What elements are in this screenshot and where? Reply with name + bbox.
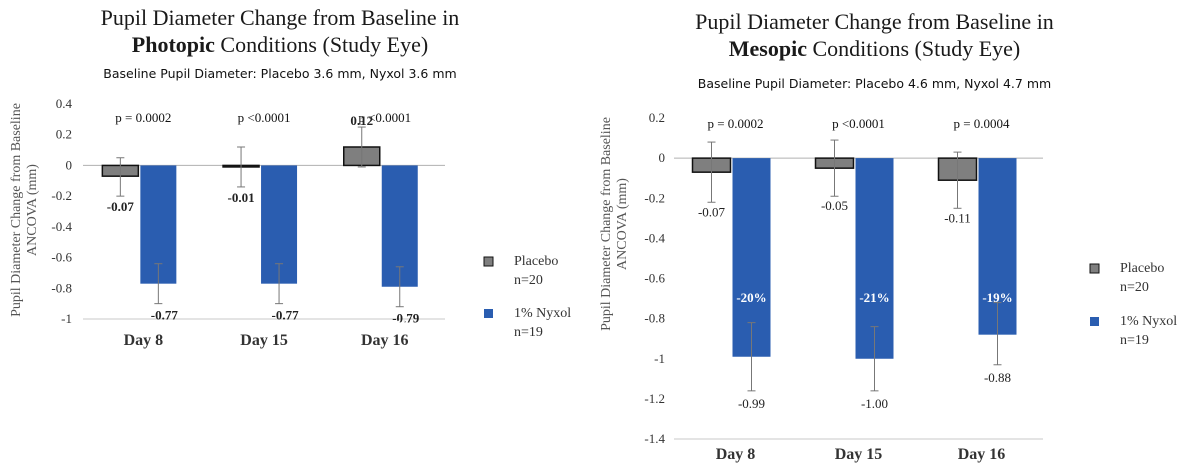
placebo-value-label: 0.12 [350,113,373,128]
p-value-label: p <0.0001 [358,110,411,125]
chart-title-line1: Pupil Diameter Change from Baseline in [695,9,1054,34]
chart-subtitle: Baseline Pupil Diameter: Placebo 4.6 mm,… [697,76,1052,91]
placebo-value-label: -0.07 [698,204,726,219]
x-category-label: Day 16 [361,332,409,349]
y-axis-label: ANCOVA (mm) [615,178,630,270]
p-value-label: p = 0.0002 [707,116,763,131]
nyxol-value-label: -0.79 [392,311,420,326]
percent-change-label: -20% [143,317,173,332]
legend-sample-size: n=20 [1120,280,1149,295]
placebo-value-label: -0.11 [944,210,971,225]
percent-change-label: -20% [264,317,294,332]
legend-swatch-placebo [483,256,494,267]
placebo-value-label: -0.01 [228,190,255,205]
percent-change-label: -20% [736,290,766,305]
chart-title-line2: Photopic Conditions (Study Eye) [0,31,560,58]
chart-title-condition: Mesopic [728,36,807,61]
y-tick-label: 0 [66,157,73,172]
y-tick-label: -0.8 [644,311,665,326]
chart-title-rest: Conditions (Study Eye) [806,36,1021,61]
percent-change-label: -21% [859,290,889,305]
nyxol-value-label: -0.77 [151,308,179,323]
placebo-value-label: -0.05 [821,198,848,213]
p-value-label: p <0.0001 [832,116,885,131]
y-tick-label: -1.2 [644,391,665,406]
x-category-label: Day 15 [835,446,883,463]
legend-label-placebo: Placebo [1120,261,1164,276]
x-category-label: Day 8 [716,446,756,463]
y-tick-label: -1 [61,311,72,326]
legend-sample-size: n=19 [1120,333,1149,348]
p-value-label: p = 0.0002 [115,110,171,125]
nyxol-value-label: -1.00 [861,396,888,411]
y-tick-label: -0.6 [51,250,72,265]
mesopic-chart-panel: Pupil Diameter Change from Baseline in M… [597,0,1194,474]
mesopic-chart-svg: 0.2 0 -0.2 -0.4 -0.6 -0.8 -1 -1.2 -1.4 Pupil Diam… [599,110,1177,463]
y-tick-label: -0.2 [644,190,665,205]
chart-title-line1: Pupil Diameter Change from Baseline in [100,5,460,30]
y-tick-label: -0.4 [644,230,665,245]
chart-title-rest: Conditions (Study Eye) [214,32,429,57]
legend-sample-size: n=19 [514,325,543,340]
p-value-label: p <0.0001 [238,110,291,125]
nyxol-value-label: -0.77 [272,308,300,323]
y-tick-label: 0.2 [56,127,72,142]
y-tick-label: -0.8 [51,280,72,295]
y-tick-label: -0.6 [644,271,665,286]
y-tick-label: 0.2 [649,110,665,125]
nyxol-bar [855,158,894,359]
y-tick-label: -0.2 [51,188,72,203]
chart-title-line2: Mesopic Conditions (Study Eye) [597,35,1152,62]
photopic-chart-svg: 0.4 0.2 0 -0.2 -0.4 -0.6 -0.8 -1 Pupil Diameter … [9,96,571,349]
nyxol-value-label: -0.99 [738,396,765,411]
y-tick-label: -1 [654,351,665,366]
legend-label-nyxol: 1% Nyxol [514,306,571,321]
percent-change-label: -19% [982,290,1012,305]
percent-change-label: -21% [385,317,415,332]
legend-label-placebo: Placebo [514,254,558,269]
nyxol-value-label: -0.88 [984,370,1011,385]
chart-title-condition: Photopic [131,32,215,57]
y-tick-label: -0.4 [51,219,72,234]
chart-subtitle: Baseline Pupil Diameter: Placebo 3.6 mm,… [103,66,457,81]
legend-swatch-nyxol [1090,317,1099,326]
placebo-value-label: -0.07 [107,199,135,214]
y-axis-label: Pupil Diameter Change from Baseline [9,103,24,317]
legend-sample-size: n=20 [514,273,543,288]
legend-label-nyxol: 1% Nyxol [1120,314,1177,329]
y-axis-label: ANCOVA (mm) [25,164,40,256]
chart-title: Pupil Diameter Change from Baseline in P… [0,4,560,58]
chart-title: Pupil Diameter Change from Baseline in M… [597,8,1152,62]
x-category-label: Day 16 [958,446,1006,463]
y-tick-label: -1.4 [644,431,665,446]
x-category-label: Day 8 [124,332,164,349]
legend-swatch-placebo [1089,263,1100,274]
y-axis-label: Pupil Diameter Change from Baseline [599,117,614,331]
y-tick-label: 0 [659,150,666,165]
x-category-label: Day 15 [240,332,288,349]
legend-swatch-nyxol [484,309,493,318]
p-value-label: p = 0.0004 [953,116,1010,131]
y-tick-label: 0.4 [56,96,73,111]
photopic-chart-panel: Pupil Diameter Change from Baseline in P… [0,4,571,349]
